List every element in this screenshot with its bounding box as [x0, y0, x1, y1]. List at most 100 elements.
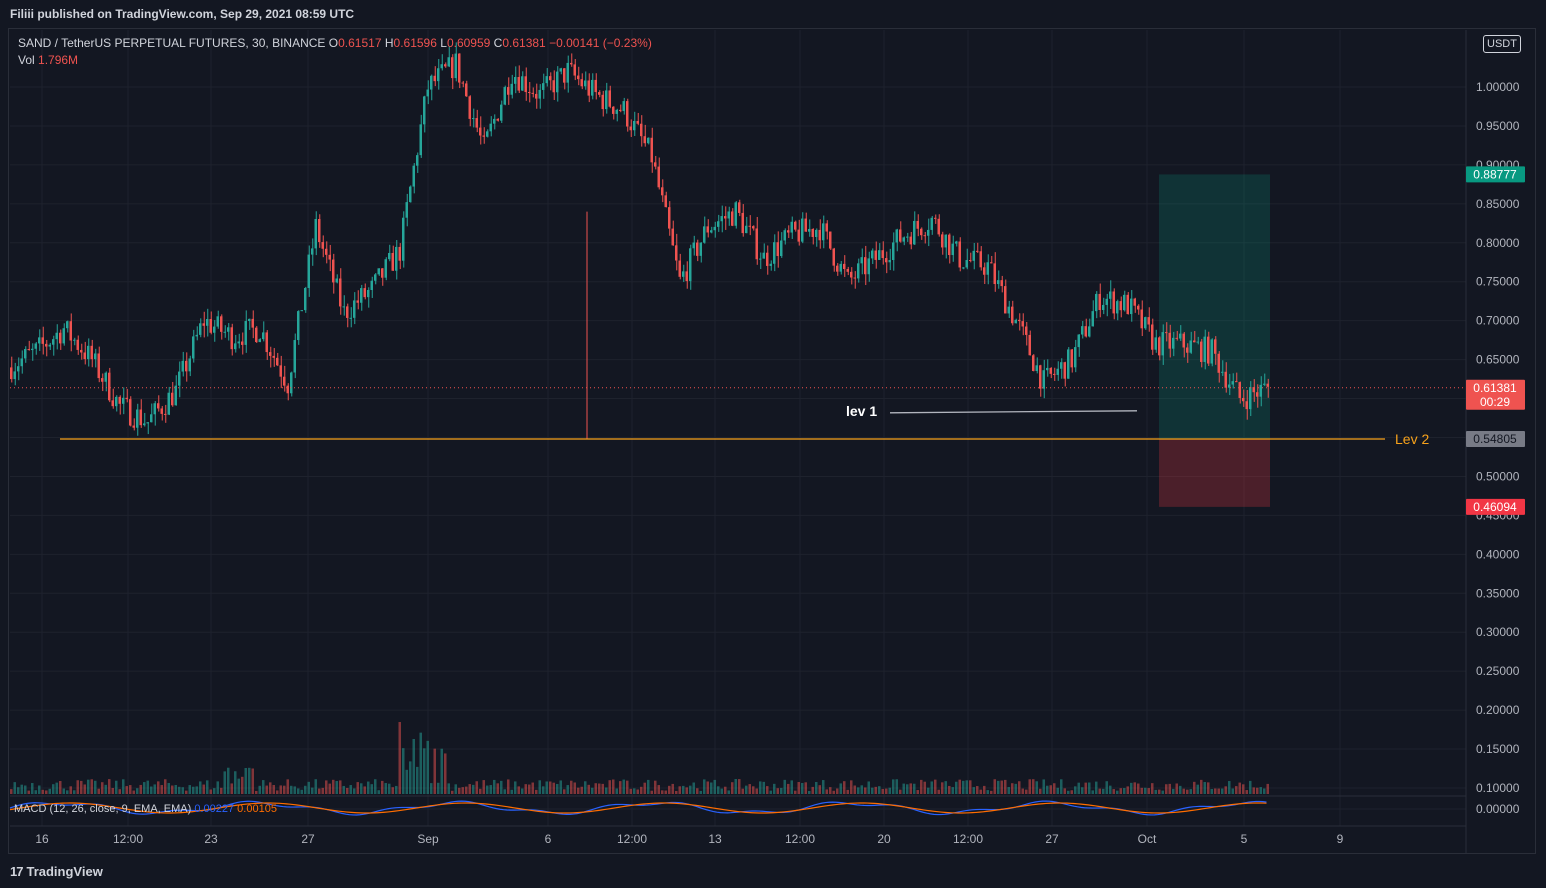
candle-body: [419, 124, 422, 156]
candle-body: [493, 118, 496, 124]
volume-bar: [1095, 781, 1098, 794]
candle-body: [286, 385, 289, 394]
tradingview-logo[interactable]: 17 TradingView: [10, 864, 103, 879]
volume-bar: [220, 787, 223, 794]
volume-bar: [937, 789, 940, 794]
volume-bar: [276, 790, 279, 794]
candle-body: [339, 278, 342, 307]
volume-bar: [538, 780, 541, 794]
volume-bar: [262, 780, 265, 794]
volume-bar: [811, 786, 814, 794]
candle-body: [867, 258, 870, 275]
volume-bar: [878, 786, 881, 794]
candle-body: [83, 352, 86, 360]
candle-body: [1266, 383, 1269, 387]
candle-body: [1116, 301, 1119, 314]
candle-body: [654, 162, 657, 167]
volume-bar: [857, 787, 860, 794]
volume-bar: [678, 786, 681, 794]
volume-bar: [930, 781, 933, 794]
volume-bar: [423, 748, 426, 794]
x-tick-label: 13: [708, 832, 722, 846]
volume-bar: [227, 767, 230, 794]
candle-body: [741, 212, 744, 234]
volume-bar: [188, 785, 191, 794]
candle-body: [874, 250, 877, 260]
candle-body: [363, 288, 366, 298]
volume-bar: [1000, 780, 1003, 794]
volume-bar: [843, 781, 846, 794]
volume-bar: [563, 789, 566, 794]
candle-body: [346, 306, 349, 318]
volume-bar: [1032, 779, 1035, 794]
volume-bar: [447, 783, 450, 794]
candle-body: [475, 118, 478, 128]
volume-bar: [24, 785, 27, 794]
candle-body: [220, 316, 223, 332]
candle-body: [524, 76, 527, 93]
candle-body: [969, 260, 972, 262]
volume-bar: [129, 785, 132, 794]
volume-bar: [899, 789, 902, 794]
candle-body: [1249, 387, 1252, 410]
candle-body: [622, 101, 625, 112]
volume-bar: [164, 779, 167, 794]
candle-body: [416, 155, 419, 166]
volume-bar: [1238, 782, 1241, 794]
candle-body: [1112, 291, 1115, 314]
candle-body: [447, 57, 450, 67]
candle-body: [857, 263, 860, 279]
candle-body: [38, 337, 41, 344]
volume-bar: [416, 766, 419, 794]
last-price-badge-text: 0.61381: [1473, 381, 1517, 395]
candle-body: [62, 328, 65, 344]
volume-bar: [122, 779, 125, 794]
volume-bar: [766, 786, 769, 794]
volume-bar: [69, 786, 72, 794]
candle-body: [738, 202, 741, 213]
candle-body: [724, 216, 727, 219]
volume-bar: [118, 789, 121, 794]
volume-bar: [570, 780, 573, 794]
volume-bar: [363, 786, 366, 794]
candle-body: [1133, 298, 1136, 306]
candle-body: [1196, 341, 1199, 343]
candle-body: [661, 187, 664, 196]
volume-bar: [27, 790, 30, 794]
candle-body: [937, 218, 940, 235]
candle-body: [433, 75, 436, 82]
candle-body: [486, 131, 489, 137]
candle-body: [678, 260, 681, 277]
volume-bar: [31, 783, 34, 794]
candle-body: [500, 104, 503, 121]
volume-bar: [1140, 787, 1143, 794]
candle-body: [90, 345, 93, 360]
candle-body: [468, 96, 471, 119]
candle-body: [1228, 384, 1231, 388]
currency-button[interactable]: USDT: [1483, 35, 1521, 53]
volume-bar: [52, 784, 55, 794]
candle-body: [395, 246, 398, 271]
volume-bar: [951, 787, 954, 794]
volume-bar: [454, 784, 457, 794]
candle-body: [832, 248, 835, 266]
candle-body: [1084, 326, 1087, 337]
volume-bar: [601, 783, 604, 794]
volume-bar: [794, 790, 797, 794]
candle-body: [195, 334, 198, 337]
candle-body: [1168, 332, 1171, 349]
high-value: 0.61596: [393, 36, 437, 50]
volume-bar: [769, 790, 772, 794]
volume-bar: [773, 783, 776, 794]
volume-bar: [762, 781, 765, 794]
candle-body: [129, 399, 132, 426]
candle-body: [251, 318, 254, 328]
x-tick-label: 27: [301, 832, 315, 846]
candle-body: [139, 409, 142, 426]
candle-body: [27, 349, 30, 351]
candle-body: [843, 263, 846, 270]
volume-bar: [745, 785, 748, 794]
candle-body: [461, 82, 464, 84]
candle-body: [829, 231, 832, 249]
